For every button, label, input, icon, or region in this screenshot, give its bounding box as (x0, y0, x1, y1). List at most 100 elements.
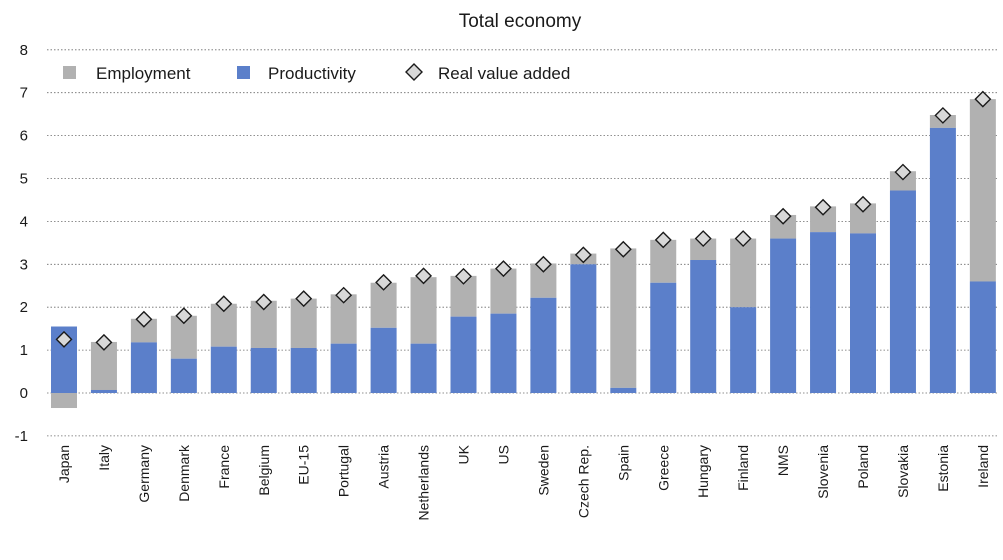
real-value-added-marker-ireland (974, 90, 992, 108)
x-tick-label-sweden: Sweden (535, 445, 551, 496)
x-tick-label-france: France (216, 445, 232, 489)
real-value-added-marker-czech-rep (574, 246, 592, 264)
x-tick-label-estonia: Estonia (935, 445, 951, 492)
real-value-added-marker-nms (774, 207, 792, 225)
real-value-added-marker-denmark (175, 307, 193, 325)
productivity-bar-sweden (530, 297, 557, 393)
legend-label-productivity: Productivity (268, 64, 356, 83)
real-value-added-marker-italy (95, 333, 113, 351)
productivity-bar-finland (730, 307, 757, 393)
legend: Employment Productivity Real value added (63, 63, 570, 83)
productivity-bar-czech-rep (570, 264, 597, 393)
real-value-added-marker-estonia (934, 106, 952, 124)
productivity-bar-us (490, 313, 517, 393)
employment-bar-netherlands (410, 277, 437, 344)
y-tick-label: 7 (20, 85, 28, 102)
productivity-bar-ireland (969, 281, 996, 393)
x-tick-label-germany: Germany (136, 445, 152, 503)
productivity-bars (51, 127, 996, 394)
real-value-added-marker-slovakia (894, 163, 912, 181)
x-tick-label-czech-rep: Czech Rep. (575, 445, 591, 518)
x-tick-label-poland: Poland (855, 445, 871, 489)
x-tick-label-japan: Japan (56, 445, 72, 483)
employment-bar-japan (51, 393, 77, 409)
productivity-bar-eu-15 (290, 347, 317, 393)
real-value-added-marker-uk (455, 267, 472, 285)
employment-bar-spain (610, 248, 637, 388)
legend-label-real-value-added: Real value added (438, 64, 570, 83)
productivity-bar-hungary (690, 260, 717, 393)
x-tick-label-italy: Italy (96, 445, 112, 471)
real-value-added-marker-japan (55, 330, 73, 348)
employment-bar-ireland (969, 99, 996, 282)
employment-bars (51, 99, 996, 409)
legend-marker-real-value-added (405, 63, 423, 81)
productivity-bar-slovenia (810, 232, 837, 393)
productivity-bar-nms (770, 238, 797, 393)
y-tick-label: 3 (20, 256, 28, 273)
real-value-added-marker-austria (375, 273, 393, 291)
x-tick-label-portugal: Portugal (336, 445, 352, 497)
y-tick-label: 0 (20, 385, 28, 402)
x-tick-label-greece: Greece (655, 445, 671, 491)
real-value-added-marker-portugal (335, 286, 353, 304)
employment-bar-hungary (690, 238, 717, 261)
real-value-added-marker-slovenia (814, 198, 832, 216)
productivity-bar-greece (650, 282, 677, 393)
productivity-bar-portugal (330, 343, 357, 393)
y-tick-label: 1 (20, 342, 28, 359)
real-value-added-marker-finland (734, 230, 752, 248)
real-value-added-marker-belgium (255, 293, 273, 311)
real-value-added-marker-hungary (694, 230, 712, 248)
x-tick-label-us: US (495, 445, 511, 464)
x-tick-label-eu-15: EU-15 (296, 445, 312, 485)
productivity-bar-netherlands (410, 343, 437, 393)
legend-swatch-productivity (237, 66, 250, 79)
real-value-added-marker-spain (614, 240, 632, 258)
employment-bar-finland (730, 238, 757, 308)
productivity-bar-france (210, 346, 237, 393)
x-tick-label-uk: UK (456, 444, 472, 464)
y-axis-ticks: -1 0 1 2 3 4 5 6 7 8 (15, 42, 28, 445)
x-tick-label-austria: Austria (376, 445, 392, 489)
y-tick-label: -1 (15, 428, 28, 445)
x-tick-label-netherlands: Netherlands (416, 445, 432, 521)
employment-bar-germany (130, 318, 157, 343)
gridlines (47, 49, 997, 437)
productivity-bar-denmark (170, 358, 197, 393)
productivity-bar-poland (850, 233, 876, 393)
x-tick-label-nms: NMS (775, 445, 791, 476)
y-tick-label: 4 (20, 213, 28, 230)
x-tick-label-hungary: Hungary (695, 445, 711, 498)
productivity-bar-austria (370, 327, 397, 393)
productivity-bar-slovakia (889, 190, 916, 393)
real-value-added-marker-poland (854, 195, 872, 213)
productivity-bar-uk (450, 316, 477, 393)
chart-title: Total economy (459, 11, 582, 32)
x-tick-label-finland: Finland (735, 445, 751, 491)
real-value-added-markers (55, 90, 992, 351)
employment-bar-slovakia (889, 171, 916, 191)
productivity-bar-belgium (250, 347, 277, 393)
productivity-bar-estonia (929, 127, 956, 394)
y-tick-label: 8 (20, 42, 28, 59)
x-tick-label-slovenia: Slovenia (815, 445, 831, 499)
legend-swatch-employment (63, 66, 76, 79)
real-value-added-marker-france (215, 295, 233, 313)
x-tick-label-denmark: Denmark (176, 444, 192, 502)
productivity-bar-spain (610, 387, 637, 393)
real-value-added-marker-greece (654, 231, 672, 249)
real-value-added-marker-sweden (534, 255, 552, 273)
employment-bar-nms (770, 214, 797, 239)
real-value-added-marker-eu-15 (295, 290, 313, 308)
x-axis-ticks: Japan Italy Germany Denmark France Belgium EU-… (56, 444, 991, 520)
y-tick-label: 6 (20, 128, 28, 145)
y-tick-label: 5 (20, 171, 28, 188)
productivity-bar-germany (130, 342, 157, 393)
x-tick-label-belgium: Belgium (256, 445, 272, 496)
x-tick-label-slovakia: Slovakia (895, 445, 911, 498)
productivity-bar-italy (90, 389, 117, 393)
x-tick-label-spain: Spain (615, 445, 631, 481)
real-value-added-marker-us (494, 260, 512, 278)
